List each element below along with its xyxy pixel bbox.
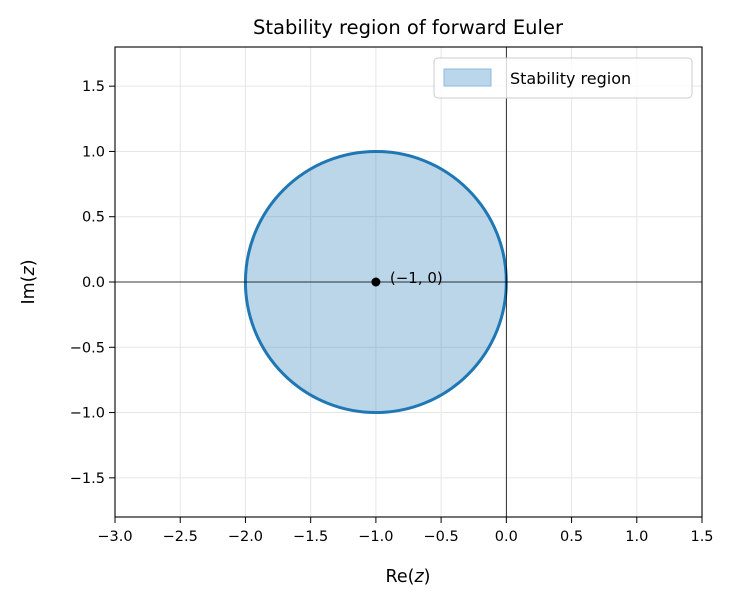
point-annotation: (−1, 0) <box>390 269 443 287</box>
x-axis-label: Re(z) <box>386 567 431 587</box>
y-tick-label: 0.0 <box>82 275 105 291</box>
x-tick-label: −1.5 <box>293 529 328 545</box>
x-tick-label: −3.0 <box>97 529 132 545</box>
x-tick-label: −2.0 <box>228 529 263 545</box>
x-axis-ticks: −3.0 −2.5 −2.0 −1.5 −1.0 −0.5 0.0 0.5 1.0 1.5 <box>97 517 714 545</box>
y-tick-label: 1.5 <box>82 79 105 95</box>
y-axis-ticks: −1.5 −1.0 −0.5 0.0 0.5 1.0 1.5 <box>70 79 115 487</box>
reference-lines <box>115 47 702 517</box>
x-tick-label: −1.0 <box>358 529 393 545</box>
x-tick-label: −0.5 <box>424 529 459 545</box>
center-point: (−1, 0) <box>371 269 443 287</box>
x-tick-label: 1.0 <box>625 529 648 545</box>
legend-box <box>433 57 693 99</box>
chart-title: Stability region of forward Euler <box>253 16 564 39</box>
x-tick-label: 0.5 <box>560 529 583 545</box>
y-axis-label: Im(z) <box>19 259 39 304</box>
y-tick-label: −1.5 <box>70 471 105 487</box>
legend-swatch-icon <box>443 68 492 87</box>
y-tick-label: 0.5 <box>82 210 105 226</box>
x-tick-label: 1.5 <box>690 529 713 545</box>
x-tick-label: 0.0 <box>495 529 518 545</box>
legend-label: Stability region <box>510 69 631 88</box>
x-tick-label: −2.5 <box>163 529 198 545</box>
center-point-marker <box>371 277 381 287</box>
legend: Stability region <box>433 57 693 99</box>
y-tick-label: 1.0 <box>82 144 105 160</box>
y-tick-label: −0.5 <box>70 340 105 356</box>
y-tick-label: −1.0 <box>70 406 105 422</box>
